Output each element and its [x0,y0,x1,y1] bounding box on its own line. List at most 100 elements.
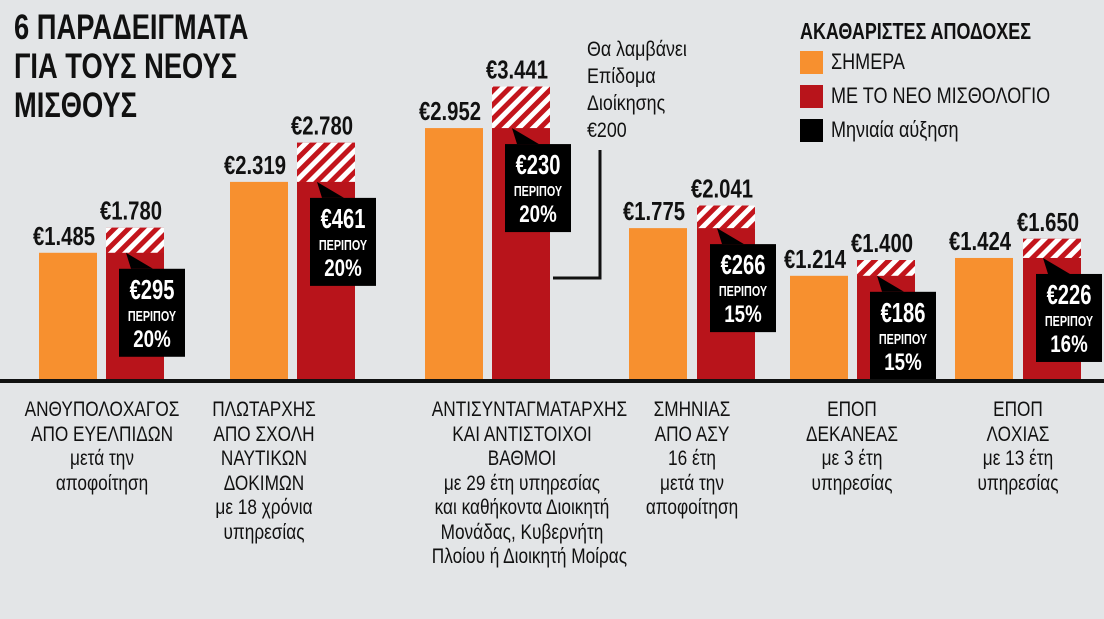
category-label: ΠΛΩΤΑΡΧΗΣ ΑΠΟ ΣΧΟΛΗ ΝΑΥΤΙΚΩΝ ΔΟΚΙΜΩΝ με 18 χ… [154,398,374,545]
bar-increase-hatch [697,205,755,229]
callout-box [1036,273,1102,362]
callout-box [710,244,776,333]
bar-today [230,181,288,379]
bar-today [39,252,97,379]
category-label-line: ΕΠΟΠ [993,398,1043,421]
category-label-line: υπηρεσίας [977,471,1059,495]
category-label-line: αποφοίτηση [55,471,149,495]
category-label-line: ΕΠΟΠ [827,398,877,421]
value-label-new: €3.441 [486,55,548,84]
legend-item-new: ΜΕ ΤΟ ΝΕΟ ΜΙΣΘΟΛΟΓΙΟ [800,79,1098,113]
value-label-new: €1.780 [100,196,162,225]
category-label-line: ΚΑΙ ΑΝΤΙΣΤΟΙΧΟΙ [452,422,592,446]
value-label-today: €1.214 [784,244,846,273]
category-label-line: υπηρεσίας [811,471,893,495]
callout-pointer [877,275,904,292]
callout-box [119,268,185,357]
bar-increase-hatch [106,227,164,253]
value-label-new: €2.041 [691,174,753,203]
category-label: ΕΠΟΠ ΛΟΧΙΑΣ με 13 έτη υπηρεσίας [908,398,1104,496]
legend-label: Μηνιαία αύξηση [831,117,959,142]
legend-label: ΣΗΜΕΡΑ [831,49,905,74]
category-label-line: ΒΑΘΜΟΙ [487,447,557,470]
increase-value: €186 [881,298,926,329]
legend-title: ΑΚΑΘΑΡΙΣΤΕΣ ΑΠΟΔΟΧΕΣ [800,18,1031,44]
increase-value: €266 [721,250,766,281]
category-label-line: αποφοίτηση [645,496,739,519]
value-label-today: €2.952 [419,97,481,126]
approx-label: ΠΕΡΙΠΟΥ [1045,312,1093,329]
category-label-line: Πλοίου ή Διοικητή Μοίρας [431,545,628,568]
annotation-line: €200 [587,119,627,142]
category-label-line: με 29 έτη υπηρεσίας [443,471,601,495]
value-label-new: €1.650 [1017,207,1079,236]
category-label: ΑΝΘΥΠΟΛΟΧΑΓΟΣ ΑΠΟ ΕΥΕΛΠΙΔΩΝ μετά την αποφοί… [0,398,212,496]
bar-today [425,128,483,379]
title-line: ΜΙΣΘΟΥΣ [14,86,138,125]
bar-today [790,275,848,379]
category-label-line: ΑΝΘΥΠΟΛΟΧΑΓΟΣ [24,398,180,421]
category-label-line: ΔΕΚΑΝΕΑΣ [805,422,899,446]
increase-percent: 15% [884,349,921,376]
bar-increase-hatch [1023,238,1081,258]
legend-swatch [800,118,823,142]
value-label-new: €2.780 [291,111,353,140]
chart-title: 6 ΠΑΡΑΔΕΙΓΜΑΤΑ ΓΙΑ ΤΟΥΣ ΝΕΟΥΣ ΜΙΣΘΟΥΣ [14,8,248,125]
category-label: ΕΠΟΠ ΔΕΚΑΝΕΑΣ με 3 έτη υπηρεσίας [742,398,962,496]
legend: ΑΚΑΘΑΡΙΣΤΕΣ ΑΠΟΔΟΧΕΣ ΣΗΜΕΡΑ ΜΕ ΤΟ ΝΕΟ ΜΙ… [800,18,1098,147]
bar-today [629,228,687,379]
category-label-line: με 13 έτη [982,447,1054,470]
callout-pointer [126,252,153,269]
category-label-line: ΝΑΥΤΙΚΩΝ [220,447,308,470]
bar-today [955,257,1013,379]
category-label: ΑΝΤΙΣΥΝΤΑΓΜΑΤΑΡΧΗΣ ΚΑΙ ΑΝΤΙΣΤΟΙΧΟΙ ΒΑΘΜΟΙ μ… [412,398,632,570]
legend-item-today: ΣΗΜΕΡΑ [800,45,1098,79]
increase-percent: 20% [519,201,556,228]
callout-pointer [317,181,344,198]
category-label-line: μετά την [660,471,724,495]
category-label-line: ΑΠΟ ΑΣΥ [654,422,730,446]
legend-item-increase: Μηνιαία αύξηση [800,113,1098,147]
increase-value: €461 [321,204,366,235]
approx-label: ΠΕΡΙΠΟΥ [319,236,367,253]
bar-new [492,86,550,379]
bar-increase-hatch [857,260,915,276]
legend-label: ΜΕ ΤΟ ΝΕΟ ΜΙΣΘΟΛΟΓΙΟ [831,83,1051,108]
callout-box [870,291,936,380]
category-label-line: 16 έτη [668,447,716,470]
value-label-today: €1.424 [949,227,1011,256]
annotation-line: Επίδομα [587,65,656,88]
category-label-line: ΠΛΩΤΑΡΧΗΣ [212,398,316,421]
category-label-line: ΑΝΤΙΣΥΝΤΑΓΜΑΤΑΡΧΗΣ [431,398,628,421]
value-label-new: €1.400 [851,229,913,258]
callout-box [310,197,376,286]
category-label-line: ΑΠΟ ΕΥΕΛΠΙΔΩΝ [30,422,174,446]
increase-value: €226 [1047,280,1092,311]
callout-pointer [512,128,539,145]
approx-label: ΠΕΡΙΠΟΥ [128,307,176,324]
bar-increase-hatch [297,142,355,182]
callout-box [505,144,571,233]
value-label-today: €2.319 [224,150,286,179]
increase-value: €295 [130,275,175,306]
annotation-line: Θα λαμβάνει [587,38,687,61]
title-line: ΓΙΑ ΤΟΥΣ ΝΕΟΥΣ [14,47,238,86]
title-line: 6 ΠΑΡΑΔΕΙΓΜΑΤΑ [14,8,249,47]
annotation-leader-line [553,150,602,280]
increase-percent: 20% [133,326,170,353]
callout-pointer [1043,257,1070,274]
callout-pointer [717,228,744,245]
category-label: ΣΜΗΝΙΑΣ ΑΠΟ ΑΣΥ 16 έτη μετά την αποφοίτηση [582,398,802,521]
bar-increase-hatch [492,86,550,129]
value-label-today: €1.775 [623,197,685,226]
increase-value: €230 [516,150,561,181]
category-label-line: με 18 χρόνια [215,496,313,519]
category-label-line: ΑΠΟ ΣΧΟΛΗ [213,422,315,446]
increase-percent: 20% [324,255,361,282]
category-label-line: μετά την [70,447,134,470]
approx-label: ΠΕΡΙΠΟΥ [879,330,927,347]
legend-swatch [800,50,823,74]
category-label-line: ΛΟΧΙΑΣ [986,422,1050,446]
annotation-line: Διοίκησης [587,92,666,115]
